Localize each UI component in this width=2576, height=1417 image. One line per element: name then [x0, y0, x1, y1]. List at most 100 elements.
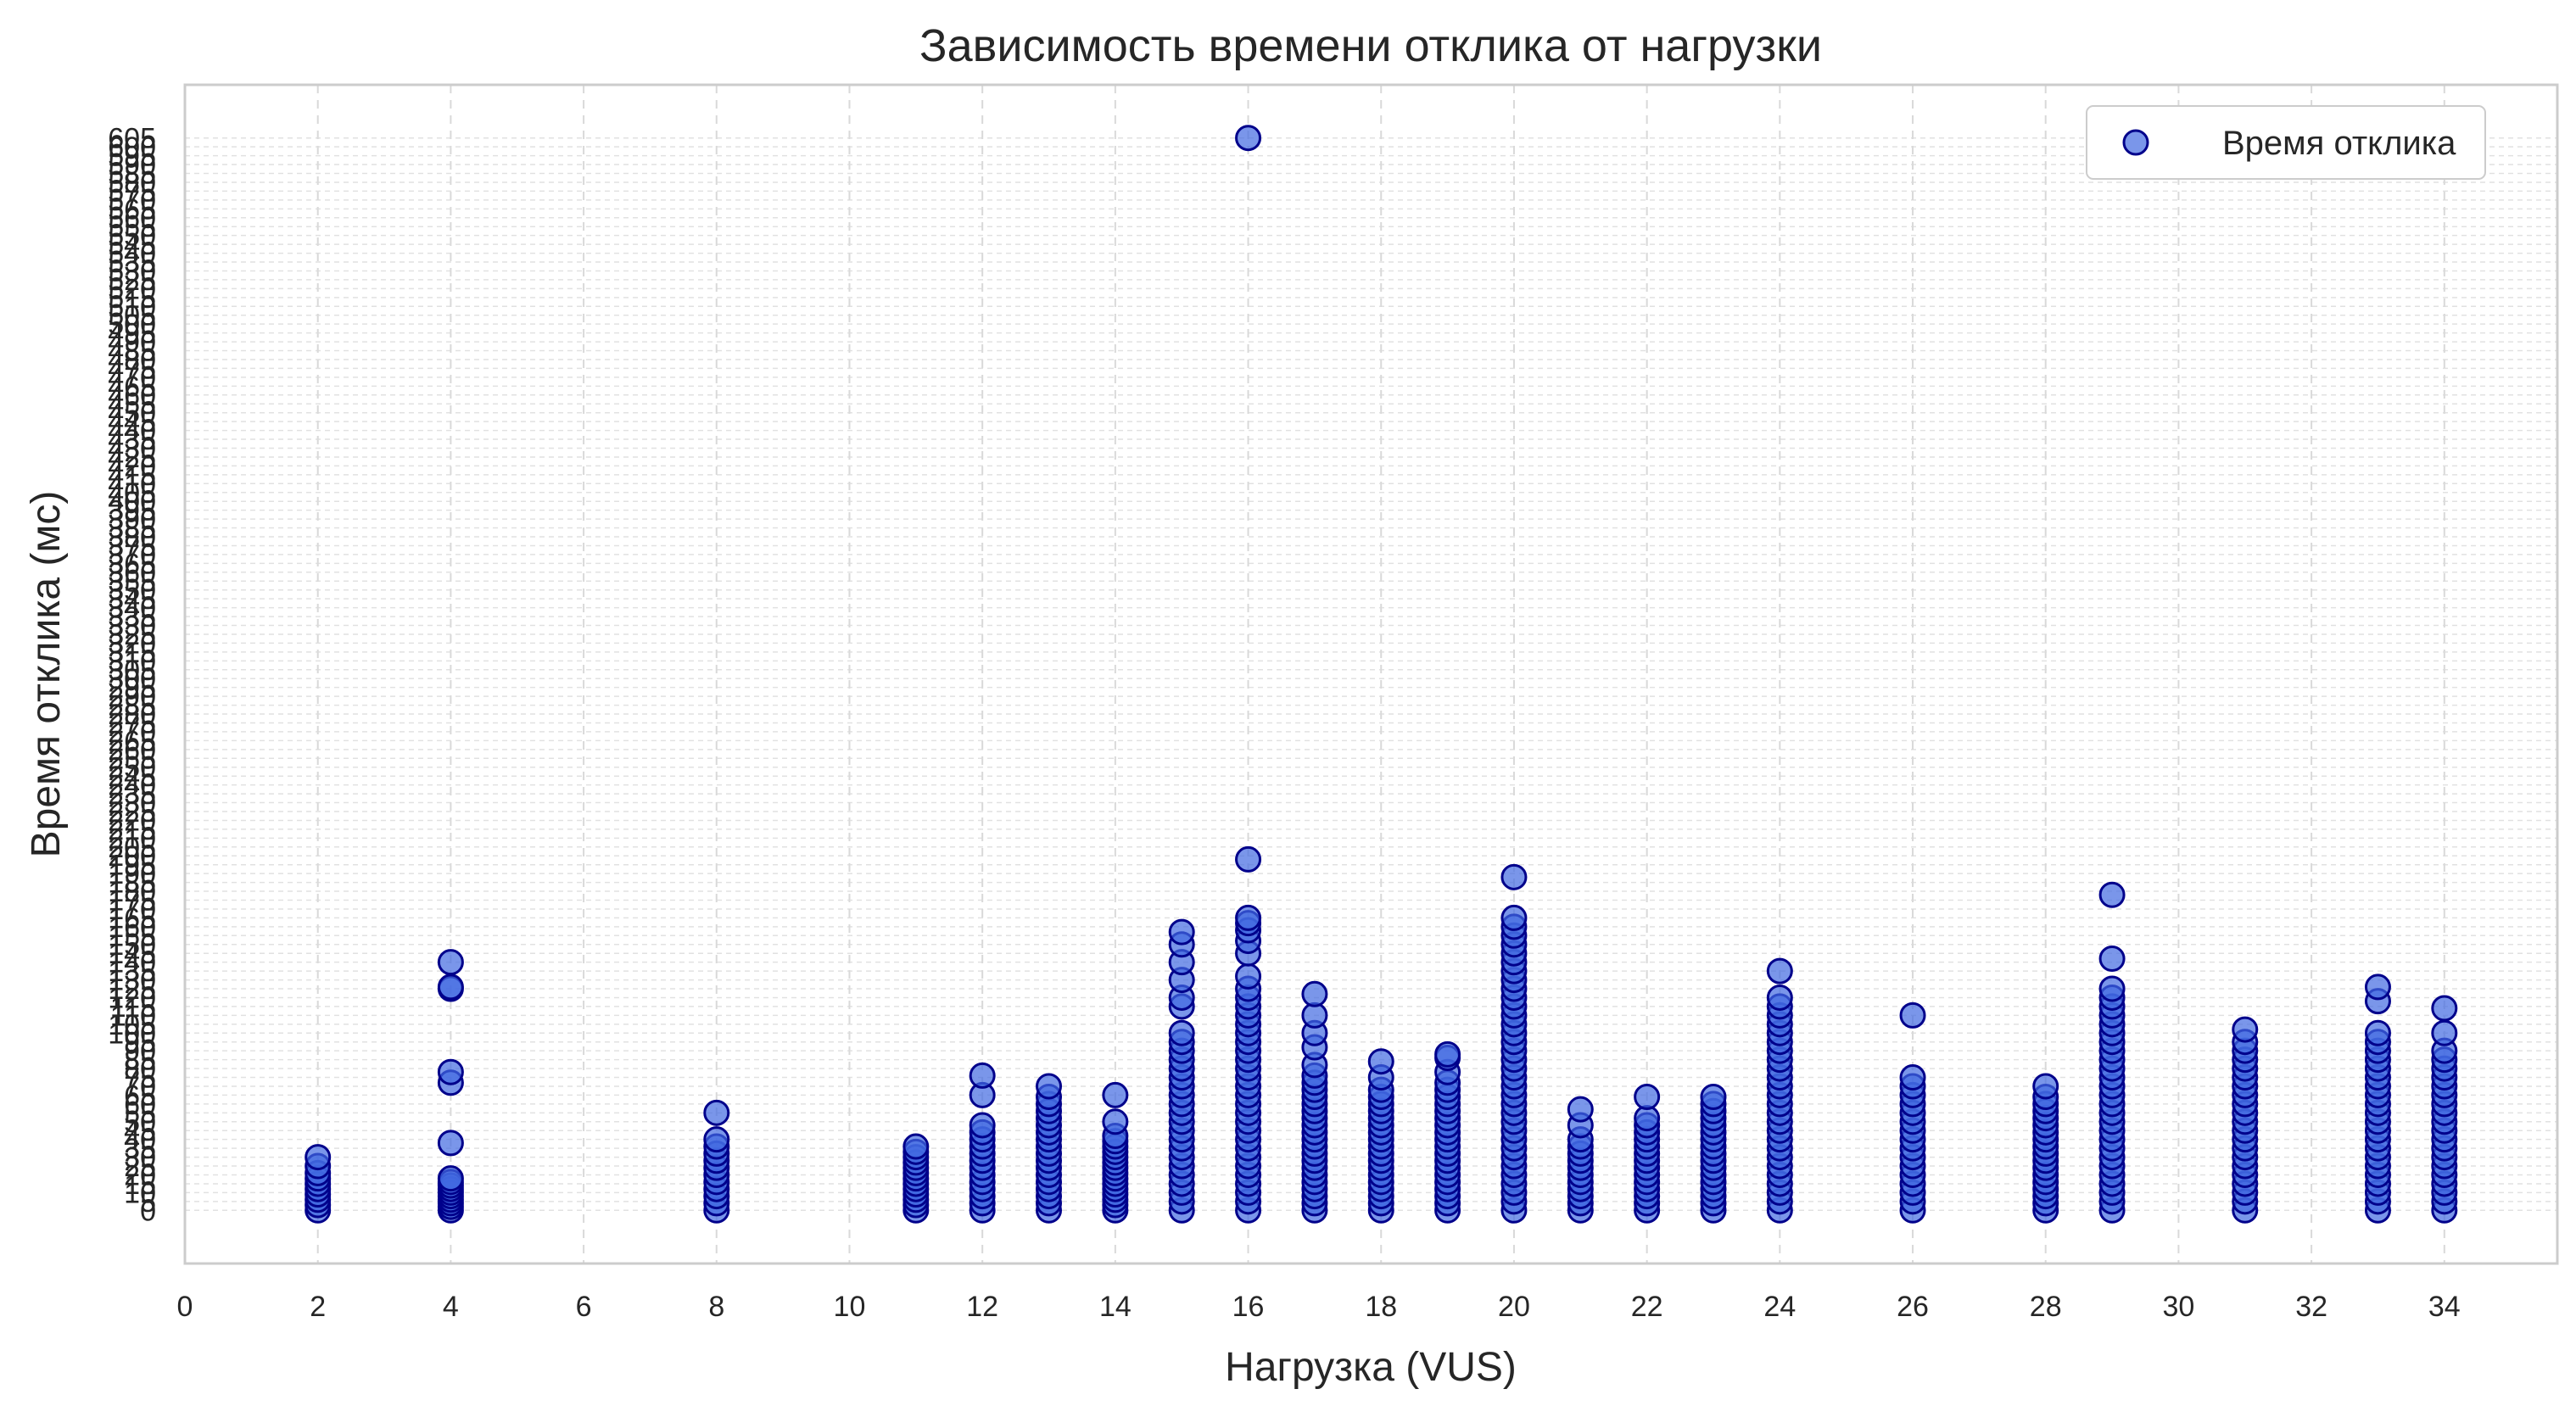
data-point: [703, 1099, 730, 1126]
y-tick-label: 515: [108, 282, 156, 315]
y-tick-label: 95: [124, 1027, 156, 1059]
data-point: [1500, 904, 1528, 931]
y-tick-label: 215: [108, 814, 156, 846]
y-tick-label: 480: [108, 344, 156, 377]
y-tick-label: 130: [108, 965, 156, 997]
x-tick-label: 28: [2030, 1291, 2062, 1323]
data-points: [305, 125, 2458, 1224]
data-point: [437, 1130, 464, 1157]
x-tick-label: 16: [1232, 1291, 1265, 1323]
data-point: [2364, 973, 2391, 1001]
y-tick-label: 250: [108, 752, 156, 784]
y-tick-label: 65: [124, 1079, 156, 1112]
x-tick-labels: 0 2 4 6 8 10 12 14 16 18 20 22 24 26 28 30 32 34: [177, 1291, 2461, 1323]
y-tick-label: 80: [124, 1053, 156, 1085]
y-tick-label: 185: [108, 867, 156, 900]
y-tick-label: 135: [108, 956, 156, 988]
y-tick-label: 145: [108, 938, 156, 970]
y-tick-label: 380: [108, 522, 156, 554]
y-tick-label: 345: [108, 583, 156, 616]
legend-marker: [2122, 129, 2149, 156]
y-tick-label: 305: [108, 655, 156, 687]
y-tick-label: 335: [108, 601, 156, 633]
y-tick-label: 550: [108, 220, 156, 253]
y-tick-label: 225: [108, 796, 156, 828]
x-tick-label: 32: [2295, 1291, 2327, 1323]
y-tick-label: 110: [110, 1000, 156, 1032]
y-tick-label: 590: [108, 149, 156, 181]
y-tick-label: 235: [108, 778, 156, 811]
x-tick-label: 10: [834, 1291, 866, 1323]
y-tick-label: 295: [108, 672, 156, 705]
y-tick-label: 5: [140, 1186, 156, 1219]
data-point: [969, 1112, 996, 1139]
x-tick-label: 0: [177, 1291, 193, 1323]
data-point: [1634, 1084, 1661, 1111]
y-tick-label: 375: [108, 530, 156, 562]
data-point: [1301, 980, 1328, 1007]
y-tick-label: 30: [124, 1142, 156, 1174]
y-tick-label: 605: [108, 123, 156, 155]
data-point: [1500, 863, 1528, 890]
chart-title: Зависимость времени отклика от нагрузки: [919, 20, 1822, 71]
y-tick-label: 505: [108, 300, 156, 332]
y-tick-labels: 0510152025303540455055606570758085909510…: [108, 123, 156, 1228]
y-tick-label: 85: [124, 1045, 156, 1077]
y-tick-label: 55: [124, 1097, 156, 1130]
y-tick-label: 340: [108, 593, 156, 625]
data-point: [1567, 1096, 1594, 1123]
y-tick-label: 325: [108, 619, 156, 651]
y-tick-label: 190: [108, 858, 156, 890]
y-tick-label: 330: [108, 611, 156, 643]
data-point: [1235, 962, 1262, 990]
y-tick-label: 370: [108, 539, 156, 572]
y-tick-label: 45: [124, 1115, 156, 1147]
x-tick-label: 8: [708, 1291, 724, 1323]
y-tick-label: 560: [108, 203, 156, 235]
y-tick-label: 475: [108, 353, 156, 385]
data-point: [1102, 1108, 1129, 1135]
y-tick-label: 240: [108, 770, 156, 802]
data-point: [1700, 1084, 1727, 1111]
data-point: [1168, 918, 1195, 946]
y-tick-label: 575: [108, 176, 156, 208]
y-tick-label: 440: [108, 416, 156, 448]
y-tick-label: 180: [108, 876, 156, 908]
y-tick-label: 460: [108, 380, 156, 412]
data-point: [2431, 1019, 2458, 1046]
y-tick-label: 150: [108, 929, 156, 962]
data-point: [1899, 1001, 1926, 1029]
y-tick-label: 10: [124, 1177, 156, 1209]
y-tick-label: 495: [108, 318, 156, 350]
y-tick-label: 90: [124, 1035, 156, 1068]
y-tick-label: 290: [108, 681, 156, 713]
y-tick-label: 510: [108, 291, 156, 323]
data-point: [1766, 984, 1793, 1011]
y-tick-label: 195: [108, 850, 156, 882]
y-tick-label: 0: [140, 1195, 156, 1227]
x-tick-label: 12: [966, 1291, 998, 1323]
y-tick-label: 205: [108, 832, 156, 864]
y-tick-label: 115: [110, 991, 156, 1024]
y-tick-label: 445: [108, 406, 156, 438]
y-tick-label: 455: [108, 388, 156, 421]
data-point: [2098, 975, 2126, 1002]
data-point: [703, 1126, 730, 1153]
y-tick-label: 75: [124, 1063, 156, 1095]
y-tick-label: 365: [108, 548, 156, 580]
y-tick-label: 540: [108, 238, 156, 271]
y-tick-label: 525: [108, 265, 156, 297]
y-tick-label: 320: [108, 628, 156, 660]
y-tick-label: 570: [108, 185, 156, 217]
x-tick-label: 14: [1099, 1291, 1132, 1323]
legend: Время отклика: [2086, 105, 2486, 180]
x-axis-label: Нагрузка (VUS): [1225, 1345, 1517, 1390]
data-point: [2431, 995, 2458, 1022]
data-point: [2098, 881, 2126, 908]
y-tick-label: 395: [108, 495, 156, 527]
y-tick-label: 470: [108, 362, 156, 394]
x-tick-label: 22: [1631, 1291, 1663, 1323]
y-tick-label: 260: [108, 734, 156, 767]
y-tick-label: 155: [108, 920, 156, 952]
